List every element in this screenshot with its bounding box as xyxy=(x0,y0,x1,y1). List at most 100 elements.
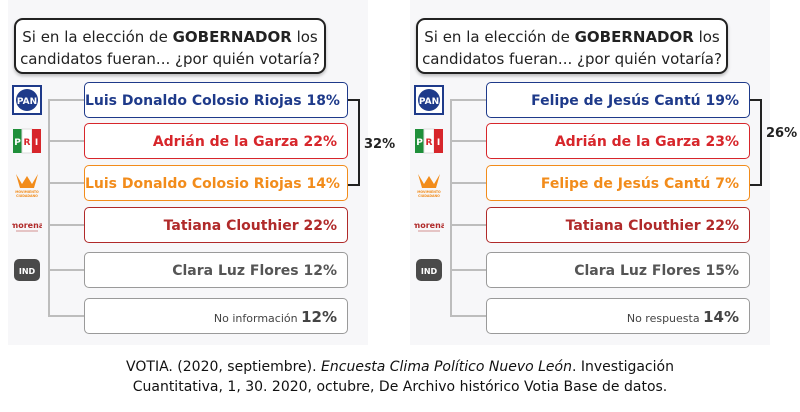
candidate-percentage: 15% xyxy=(705,263,739,279)
source-caption: VOTIA. (2020, septiembre). Encuesta Clim… xyxy=(0,357,800,397)
candidate-name: Tatiana Clouthier xyxy=(565,218,701,234)
candidate-percentage: 23% xyxy=(705,134,739,150)
combined-percentage-label: 32% xyxy=(364,137,396,152)
pan-logo-icon: PAN xyxy=(414,85,444,115)
combined-bracket xyxy=(348,99,360,186)
row-connector xyxy=(48,269,84,271)
candidate-name: Felipe de Jesús Cantú xyxy=(531,93,701,109)
row-connector xyxy=(450,269,486,271)
tree-connector xyxy=(48,100,86,316)
row-connector xyxy=(48,99,84,101)
morena-logo-icon: morena xyxy=(412,221,446,232)
pan-logo-icon: PAN xyxy=(12,85,42,115)
candidate-percentage: 22% xyxy=(705,218,739,234)
svg-text:I: I xyxy=(437,138,440,148)
candidate-row: Adrián de la Garza 22% xyxy=(84,123,348,159)
question-text: los candidatos fueran... ¿por quién vota… xyxy=(422,28,722,68)
row-connector xyxy=(48,140,84,142)
caption-line-1: VOTIA. (2020, septiembre). Encuesta Clim… xyxy=(126,359,674,375)
svg-text:I: I xyxy=(35,138,38,148)
candidate-percentage: 19% xyxy=(705,93,739,109)
svg-text:PAN: PAN xyxy=(17,97,37,107)
morena-logo-icon: morena xyxy=(10,221,44,232)
row-connector xyxy=(48,224,84,226)
party-logo: morena xyxy=(412,210,446,240)
candidate-row: Felipe de Jesús Cantú 19% xyxy=(486,82,750,118)
candidate-percentage: 22% xyxy=(303,218,337,234)
candidate-percentage: 7% xyxy=(715,176,739,192)
party-logo: morena xyxy=(10,210,44,240)
candidate-percentage: 22% xyxy=(303,134,337,150)
row-connector xyxy=(450,315,486,317)
svg-text:R: R xyxy=(426,138,433,148)
candidate-name: Luis Donaldo Colosio Riojas xyxy=(85,176,302,192)
row-connector xyxy=(48,315,84,317)
svg-text:PAN: PAN xyxy=(419,97,439,107)
candidate-percentage: 14% xyxy=(306,176,340,192)
independent-logo-icon: IND xyxy=(14,259,40,281)
svg-text:morena: morena xyxy=(12,221,42,230)
row-connector xyxy=(450,140,486,142)
question-text: Si en la elección de xyxy=(22,28,173,46)
candidate-percentage: 12% xyxy=(303,263,337,279)
independent-logo-icon: IND xyxy=(416,259,442,281)
candidate-percentage: 18% xyxy=(306,93,340,109)
question-box: Si en la elección de GOBERNADOR los cand… xyxy=(416,18,728,74)
party-logo: PAN xyxy=(12,85,42,115)
party-logo: IND xyxy=(414,255,444,285)
svg-text:CIUDADANO: CIUDADANO xyxy=(418,194,440,198)
right-panel: Si en la elección de GOBERNADOR los cand… xyxy=(410,0,797,345)
question-bold-text: GOBERNADOR xyxy=(574,28,694,46)
candidate-row: Tatiana Clouthier 22% xyxy=(84,207,348,243)
row-connector xyxy=(450,99,486,101)
candidate-row: Tatiana Clouthier 22% xyxy=(486,207,750,243)
candidate-row: Felipe de Jesús Cantú 7% xyxy=(486,165,750,201)
party-logo: MOVIMIENTO CIUDADANO xyxy=(414,168,444,198)
row-connector xyxy=(48,182,84,184)
svg-text:MOVIMIENTO: MOVIMIENTO xyxy=(417,190,441,194)
candidate-name: Adrián de la Garza xyxy=(554,134,701,150)
candidate-name: Clara Luz Flores xyxy=(574,263,701,279)
candidate-percentage: 14% xyxy=(703,308,739,326)
candidate-row: No respuesta 14% xyxy=(486,298,750,334)
svg-text:IND: IND xyxy=(421,267,438,276)
candidate-row: Clara Luz Flores 15% xyxy=(486,252,750,288)
candidate-name: No respuesta xyxy=(626,312,700,325)
party-logo: IND xyxy=(12,255,42,285)
svg-text:MOVIMIENTO: MOVIMIENTO xyxy=(15,190,39,194)
candidate-row: Luis Donaldo Colosio Riojas 18% xyxy=(84,82,348,118)
candidate-name: Adrián de la Garza xyxy=(152,134,299,150)
candidate-row: No información 12% xyxy=(84,298,348,334)
row-connector xyxy=(450,224,486,226)
question-text: Si en la elección de xyxy=(424,28,575,46)
candidate-percentage: 12% xyxy=(301,308,337,326)
tree-connector xyxy=(450,100,488,316)
candidate-row: Adrián de la Garza 23% xyxy=(486,123,750,159)
candidate-name: Luis Donaldo Colosio Riojas xyxy=(85,93,302,109)
combined-bracket xyxy=(750,99,762,186)
svg-text:P: P xyxy=(14,138,21,148)
svg-text:CIUDADANO: CIUDADANO xyxy=(16,194,38,198)
caption-line-2: Cuantitativa, 1, 30. 2020, octubre, De A… xyxy=(132,379,668,395)
candidate-name: Clara Luz Flores xyxy=(172,263,299,279)
candidate-row: Luis Donaldo Colosio Riojas 14% xyxy=(84,165,348,201)
question-box: Si en la elección de GOBERNADOR los cand… xyxy=(14,18,326,74)
svg-text:IND: IND xyxy=(19,267,36,276)
left-panel: Si en la elección de GOBERNADOR los cand… xyxy=(8,0,395,345)
candidate-name: Tatiana Clouthier xyxy=(163,218,299,234)
combined-percentage-label: 26% xyxy=(766,126,798,141)
svg-text:R: R xyxy=(24,138,31,148)
candidate-row: Clara Luz Flores 12% xyxy=(84,252,348,288)
party-logo: PAN xyxy=(414,85,444,115)
svg-text:morena: morena xyxy=(414,221,444,230)
svg-text:P: P xyxy=(416,138,423,148)
candidate-name: No información xyxy=(213,312,298,325)
question-text: los candidatos fueran... ¿por quién vota… xyxy=(20,28,320,68)
party-logo: MOVIMIENTO CIUDADANO xyxy=(12,168,42,198)
